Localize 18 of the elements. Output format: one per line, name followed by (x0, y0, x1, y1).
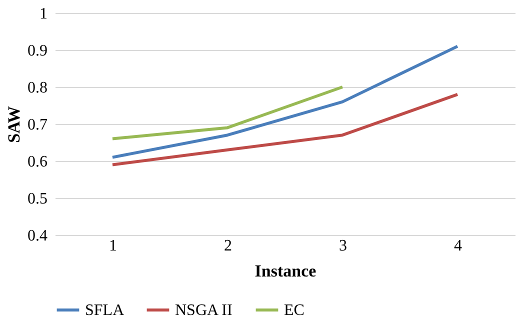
y-tick-label: 0.9 (28, 42, 48, 60)
legend-label: NSGA II (175, 302, 232, 319)
x-tick-label: 4 (454, 238, 462, 254)
legend-label: EC (284, 302, 304, 319)
line-series (111, 44, 459, 159)
x-tick-label: 1 (109, 238, 117, 254)
legend-label: SFLA (85, 302, 125, 319)
y-tick-label: 0.7 (28, 116, 48, 134)
y-tick-label: 1 (40, 6, 48, 22)
x-tick-label: 2 (224, 238, 232, 254)
x-tick-label: 3 (339, 238, 347, 254)
y-tick-label: 0.5 (28, 190, 48, 208)
line-series (111, 92, 459, 166)
y-axis-title: SAW (4, 106, 24, 143)
y-tick-label: 0.8 (28, 80, 48, 96)
y-tick-label: 0.4 (28, 228, 48, 244)
x-axis-title: Instance (254, 262, 317, 280)
y-tick-label: 0.6 (28, 154, 48, 170)
